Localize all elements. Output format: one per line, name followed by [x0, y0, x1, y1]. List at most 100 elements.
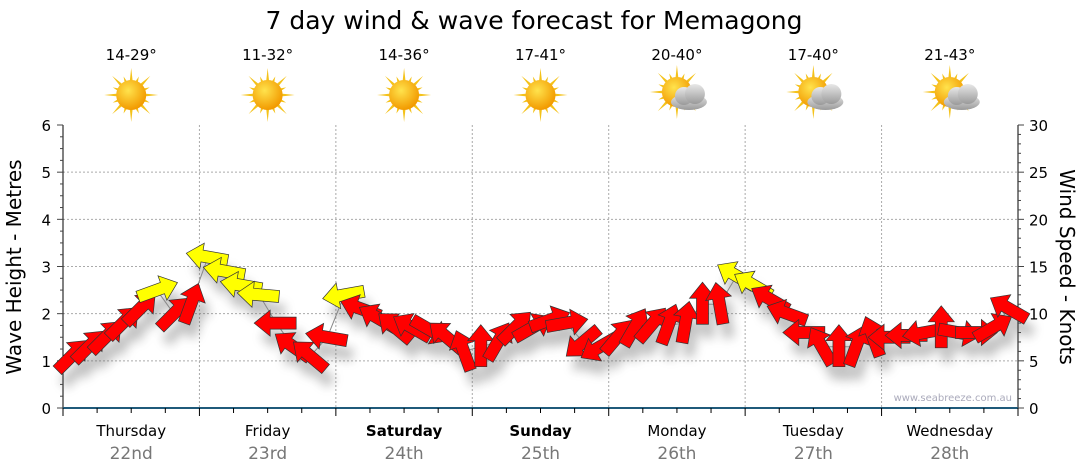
- wind-arrow: [135, 275, 178, 304]
- day-name: Wednesday: [906, 422, 993, 440]
- sun-ray: [139, 103, 151, 115]
- day-name: Saturday: [366, 422, 443, 440]
- sun-ray: [811, 65, 815, 80]
- sun-ray: [240, 93, 255, 97]
- right-tick-label: 0: [1029, 400, 1039, 418]
- temperature-range: 21-43°: [924, 46, 975, 64]
- temperature-range: 17-40°: [788, 46, 839, 64]
- wind-arrow: [253, 309, 297, 337]
- sun-ray: [786, 90, 801, 94]
- temperature-range: 11-32°: [242, 46, 293, 64]
- temperature-range: 17-41°: [515, 46, 566, 64]
- day-name: Sunday: [509, 422, 572, 440]
- sun-ray: [129, 107, 133, 122]
- day-column: 14-36° Saturday 24th: [366, 46, 443, 464]
- sun-ray: [521, 75, 533, 87]
- right-tick-label: 15: [1029, 259, 1048, 277]
- sun-ray: [521, 103, 533, 115]
- sun-ray: [553, 93, 568, 97]
- wind-arrows: [52, 242, 1031, 375]
- sun-ray: [112, 103, 124, 115]
- sun-ray: [811, 104, 815, 119]
- sun-ray: [412, 75, 424, 87]
- day-date: 28th: [930, 444, 969, 464]
- cloud: [943, 84, 980, 110]
- sun-ray: [948, 65, 952, 80]
- left-tick-label: 4: [41, 211, 51, 229]
- left-tick-label: 1: [41, 353, 51, 371]
- wind-arrow: [544, 308, 589, 336]
- sun-ray: [280, 93, 295, 97]
- sun-ray: [675, 65, 679, 80]
- sun-icon: [377, 68, 432, 122]
- sun-disc: [116, 80, 147, 110]
- arrow-shadow: [299, 355, 336, 388]
- cloud-puff: [821, 84, 842, 104]
- day-name: Monday: [647, 422, 706, 440]
- sun-ray: [275, 75, 287, 87]
- arrow-shadow: [243, 295, 286, 322]
- day-labels: 14-29° Thursday 22nd 11-32° Friday 23rd 14-36°…: [95, 46, 993, 464]
- sun-icon: [240, 68, 295, 122]
- day-column: 14-29° Thursday 22nd: [95, 46, 166, 464]
- day-date: 26th: [657, 444, 696, 464]
- axes: 0 1 2 3 4 5 6 0 5 10 15 20 25 30: [41, 117, 1048, 418]
- sun-icon: [104, 68, 159, 122]
- day-name: Friday: [245, 422, 291, 440]
- sun-disc: [525, 80, 556, 110]
- sun-ray: [930, 100, 942, 112]
- day-column: 20-40° Monday 26th: [647, 46, 707, 464]
- day-column: 17-40° Tuesday 27th: [782, 46, 844, 464]
- sun-ray: [538, 107, 543, 122]
- sun-ray: [922, 90, 937, 94]
- wind-arrow: [989, 294, 1031, 325]
- right-tick-label: 20: [1029, 211, 1048, 229]
- wind-arrow: [971, 313, 1012, 344]
- day-name: Tuesday: [782, 422, 844, 440]
- sun-ray: [513, 93, 528, 97]
- watermark: www.seabreeze.com.au: [894, 393, 1012, 404]
- temperature-range: 20-40°: [651, 46, 702, 64]
- sun-icon: [513, 68, 568, 122]
- wind-arrow: [782, 318, 826, 347]
- cloud-puff: [957, 84, 978, 104]
- day-column: 17-41° Sunday 25th: [509, 46, 572, 464]
- sun-ray: [675, 104, 679, 119]
- sun-ray: [384, 103, 397, 115]
- partly-cloudy-icon: [786, 65, 844, 119]
- cloud: [807, 84, 844, 110]
- cloud: [670, 84, 707, 110]
- left-tick-label: 2: [41, 306, 51, 324]
- chart-title: 7 day wind & wave forecast for Memagong: [265, 6, 802, 35]
- wind-arrow: [705, 282, 733, 326]
- sun-ray: [144, 93, 159, 97]
- sun-ray: [402, 68, 406, 83]
- sun-ray: [548, 75, 560, 87]
- cloud-puff: [684, 84, 705, 104]
- wind-arrow: [292, 341, 330, 375]
- sun-ray: [377, 93, 392, 97]
- arrow-shadow: [384, 327, 421, 360]
- right-tick-label: 30: [1029, 117, 1048, 135]
- sun-ray: [248, 103, 260, 115]
- sun-ray: [248, 75, 260, 87]
- sun-ray: [139, 75, 151, 87]
- sun-ray: [112, 75, 124, 87]
- sun-ray: [275, 103, 287, 115]
- day-date: 27th: [794, 444, 833, 464]
- sun-ray: [384, 75, 397, 87]
- sun-ray: [684, 72, 697, 84]
- sun-ray: [794, 72, 806, 84]
- left-axis-label: Wave Height - Metres: [2, 159, 26, 374]
- day-column: 21-43° Wednesday 28th: [906, 46, 993, 464]
- sun-ray: [948, 104, 952, 119]
- sun-ray: [412, 103, 424, 115]
- sun-ray: [416, 93, 432, 97]
- sun-ray: [266, 68, 270, 83]
- sun-ray: [821, 72, 833, 84]
- left-tick-label: 5: [41, 164, 51, 182]
- right-tick-label: 25: [1029, 164, 1048, 182]
- partly-cloudy-icon: [649, 65, 707, 119]
- sun-ray: [129, 68, 133, 83]
